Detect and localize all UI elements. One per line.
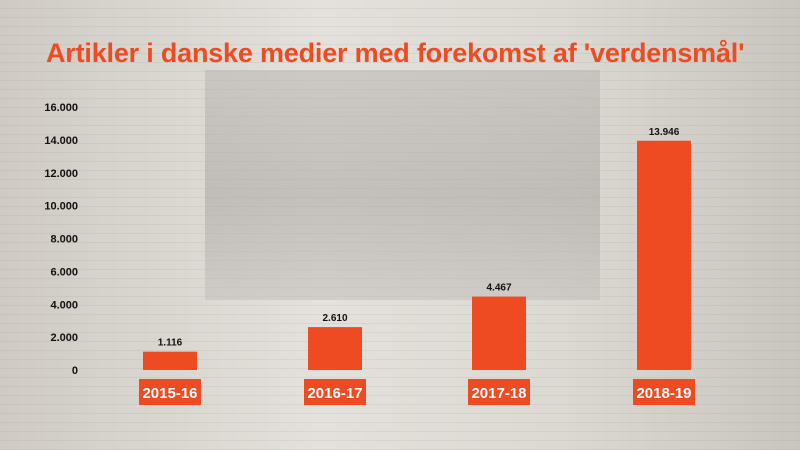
category-label-text: 2015-16 xyxy=(142,385,197,402)
y-tick-label: 14.000 xyxy=(44,135,78,147)
bar xyxy=(308,327,362,370)
category-label-background xyxy=(468,379,530,405)
category-label-background xyxy=(633,379,695,405)
category-label: 2018-19 xyxy=(633,379,695,405)
data-label: 13.946 xyxy=(649,127,680,138)
cartoon-background xyxy=(205,70,600,300)
y-tick-label: 10.000 xyxy=(44,201,78,213)
y-tick-label: 6.000 xyxy=(50,266,78,278)
chart-title: Artikler i danske medier med forekomst a… xyxy=(46,38,745,68)
data-label: 4.467 xyxy=(486,283,511,294)
bar xyxy=(472,296,526,370)
bar xyxy=(637,140,691,370)
category-label-text: 2017-18 xyxy=(471,385,526,402)
data-label: 1.116 xyxy=(158,338,183,349)
category-label-text: 2016-17 xyxy=(307,385,362,402)
y-tick-label: 16.000 xyxy=(44,102,78,114)
y-tick-label: 0 xyxy=(72,365,78,377)
category-label-background xyxy=(304,379,366,405)
bar xyxy=(143,351,197,370)
category-label-text: 2018-19 xyxy=(636,385,691,402)
y-tick-label: 8.000 xyxy=(50,234,78,246)
y-tick-label: 12.000 xyxy=(44,168,78,180)
y-tick-label: 4.000 xyxy=(50,299,78,311)
data-label: 2.610 xyxy=(322,313,347,324)
category-label-background xyxy=(139,379,201,405)
y-tick-label: 2.000 xyxy=(50,332,78,344)
category-label: 2017-18 xyxy=(468,379,530,405)
category-label: 2016-17 xyxy=(304,379,366,405)
category-label: 2015-16 xyxy=(139,379,201,405)
